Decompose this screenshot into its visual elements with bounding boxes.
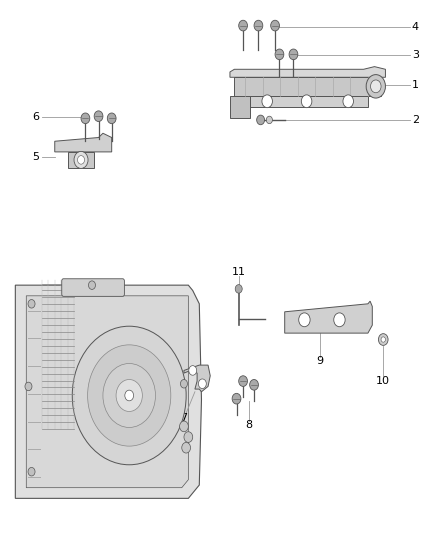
Circle shape (371, 80, 381, 93)
Text: 10: 10 (376, 376, 390, 386)
Text: 8: 8 (245, 421, 252, 430)
Circle shape (78, 156, 85, 164)
Circle shape (116, 379, 142, 411)
Circle shape (299, 313, 310, 327)
Polygon shape (15, 285, 201, 498)
Circle shape (232, 393, 241, 404)
Circle shape (239, 376, 247, 386)
Circle shape (250, 379, 258, 390)
Circle shape (74, 151, 88, 168)
Polygon shape (285, 301, 372, 333)
Polygon shape (55, 133, 112, 152)
Circle shape (189, 366, 197, 375)
FancyBboxPatch shape (62, 279, 124, 296)
Circle shape (81, 113, 90, 124)
Circle shape (366, 75, 385, 98)
Polygon shape (68, 152, 94, 168)
Circle shape (184, 432, 193, 442)
Circle shape (25, 382, 32, 391)
Circle shape (88, 281, 95, 289)
Circle shape (334, 313, 345, 327)
Circle shape (125, 390, 134, 401)
Circle shape (262, 95, 272, 108)
Circle shape (28, 300, 35, 308)
Polygon shape (250, 96, 368, 107)
Text: 7: 7 (180, 414, 187, 423)
Circle shape (107, 113, 116, 124)
Circle shape (235, 285, 242, 293)
Polygon shape (26, 296, 188, 488)
Circle shape (88, 345, 171, 446)
Circle shape (343, 95, 353, 108)
Text: 3: 3 (412, 50, 419, 60)
Circle shape (182, 442, 191, 453)
Polygon shape (234, 77, 381, 96)
Text: 6: 6 (32, 112, 39, 122)
Polygon shape (184, 365, 210, 392)
Text: 9: 9 (316, 357, 323, 366)
Circle shape (28, 467, 35, 476)
Circle shape (378, 334, 388, 345)
Text: 11: 11 (232, 267, 246, 277)
Circle shape (94, 111, 103, 122)
Polygon shape (230, 67, 385, 77)
Circle shape (301, 95, 312, 108)
Circle shape (180, 421, 188, 432)
Circle shape (254, 20, 263, 31)
Text: 5: 5 (32, 152, 39, 162)
Polygon shape (230, 96, 250, 118)
Text: 2: 2 (412, 115, 419, 125)
Circle shape (180, 379, 187, 388)
Circle shape (103, 364, 155, 427)
Circle shape (257, 115, 265, 125)
Circle shape (72, 326, 186, 465)
Circle shape (198, 379, 206, 389)
Text: 4: 4 (412, 22, 419, 31)
Circle shape (381, 337, 385, 342)
Circle shape (266, 116, 272, 124)
Circle shape (275, 49, 284, 60)
Circle shape (239, 20, 247, 31)
Circle shape (271, 20, 279, 31)
Text: 1: 1 (412, 80, 419, 90)
Circle shape (289, 49, 298, 60)
